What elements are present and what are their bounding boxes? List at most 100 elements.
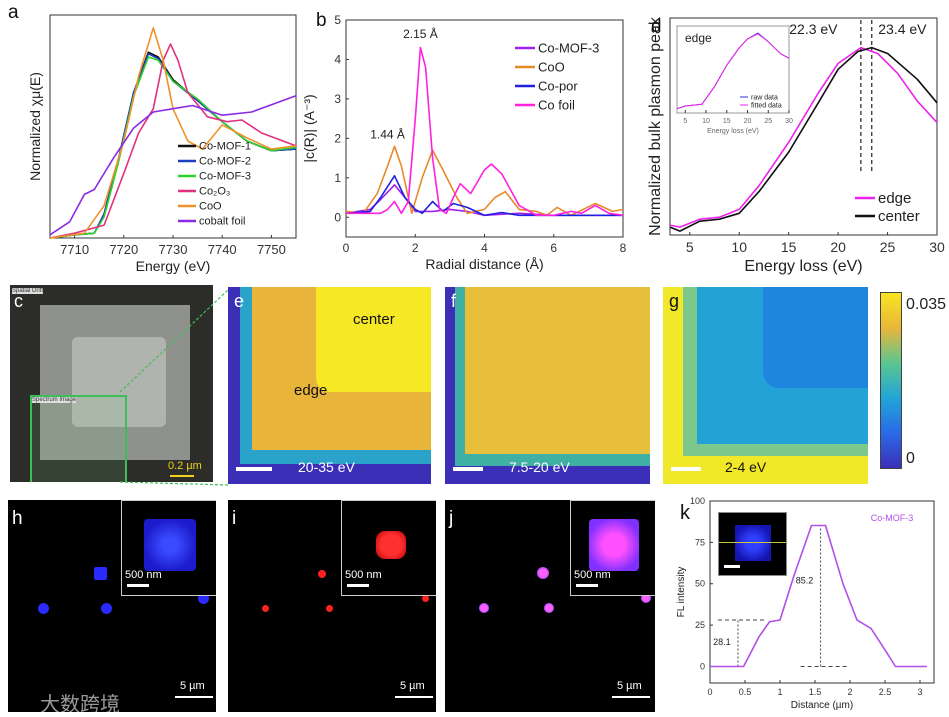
plot-frame-b [345, 19, 624, 238]
particle [326, 605, 333, 612]
x-tick-label: 25 [880, 239, 896, 255]
inset-scale-label: 500 nm [125, 569, 162, 581]
particle [262, 605, 269, 612]
panel-label-d: d [651, 16, 662, 37]
watermark: 大数跨境 [40, 694, 120, 716]
legend-entry: Co₂O₃ [199, 186, 230, 198]
scale-bar [170, 475, 194, 477]
inset-scale-label: 500 nm [574, 569, 611, 581]
scale-label: 0.2 µm [168, 460, 202, 472]
x-axis-label: Energy loss (eV) [707, 128, 759, 135]
colorbar-max: 0.035 [906, 296, 947, 313]
particle [544, 603, 554, 613]
series-line-coo [345, 145, 624, 217]
scale-bar [175, 696, 213, 698]
series-line-fitted-data [676, 33, 790, 110]
inset-image: 500 nm [121, 500, 216, 596]
panel-label-e: e [234, 291, 245, 311]
x-tick-label: 7740 [208, 242, 237, 257]
particle [479, 603, 489, 613]
series-line-co-mof-3 [49, 56, 297, 239]
particle [422, 595, 429, 602]
x-tick-label: 3 [917, 687, 922, 697]
x-tick-label: 15 [723, 118, 731, 125]
panel-label-c: c [14, 291, 23, 311]
plot-frame-d-inset [676, 25, 790, 114]
inset-image: 500 nm [341, 500, 436, 596]
scale-bar [395, 696, 433, 698]
particle [641, 593, 651, 603]
scale-bar [671, 467, 701, 471]
particle [38, 603, 49, 614]
fluorescence-red: i 500 nm 5 µm [228, 500, 436, 712]
energy-range: 7.5-20 eV [509, 459, 570, 475]
particle [94, 567, 107, 580]
series-line-co-o- [49, 43, 297, 239]
series-line-co-foil [346, 46, 624, 217]
legend-entry: Co-MOF-3 [871, 513, 914, 523]
x-tick-label: 7750 [257, 242, 286, 257]
series-line-co-por [345, 175, 623, 217]
map-7-5-20ev: f 7.5-20 eV [445, 287, 650, 484]
x-tick-label: 25 [764, 118, 772, 125]
legend-entry: raw data [751, 94, 778, 101]
spectrum-image-box [30, 395, 127, 482]
x-tick-label: 5 [683, 118, 687, 125]
annotation: 85.2 [796, 576, 814, 586]
panel-label-f: f [451, 291, 457, 311]
x-tick-label: 0.5 [739, 687, 752, 697]
x-tick-label: 8 [620, 241, 627, 255]
annotation: 23.4 eV [878, 21, 927, 37]
x-tick-label: 2 [412, 241, 419, 255]
y-tick-label: 2 [334, 131, 341, 145]
energy-range: 2-4 eV [725, 459, 767, 475]
series-line-coo [49, 27, 297, 239]
y-tick-label: 0 [334, 210, 341, 224]
inset-image: 500 nm [570, 500, 655, 596]
x-axis-label: Radial distance (Å) [425, 256, 543, 272]
plot-frame-a [49, 14, 297, 239]
y-tick-label: 100 [690, 496, 705, 506]
stem-image: Spatial Drift Spectrum Image c 0.2 µm [10, 285, 213, 482]
x-tick-label: 6 [550, 241, 557, 255]
annotation: 1.44 Å [370, 126, 405, 141]
legend-entry: Co foil [538, 97, 575, 112]
legend-entry: Co-MOF-3 [538, 40, 599, 55]
series-line-co-mof-3 [345, 184, 623, 217]
scale-bar [612, 696, 650, 698]
colorbar-min: 0 [906, 450, 915, 467]
legend-entry: Co-MOF-2 [199, 156, 251, 168]
legend-entry: Co-MOF-3 [199, 171, 251, 183]
particle [101, 603, 112, 614]
legend-entry: Co-MOF-1 [199, 141, 251, 153]
x-tick-label: 5 [686, 239, 694, 255]
x-tick-label: 1 [777, 687, 782, 697]
x-tick-label: 7720 [109, 242, 138, 257]
legend-entry: cobalt foil [199, 216, 245, 228]
panel-label-h: h [12, 508, 23, 529]
annotation: 28.1 [713, 637, 731, 647]
panel-label-g: g [669, 291, 680, 311]
particle [537, 567, 549, 579]
y-axis-label: Normalized bulk plasmon peak [647, 16, 664, 236]
x-axis-label: Distance (µm) [791, 700, 853, 711]
x-axis-label: Energy loss (eV) [744, 258, 862, 275]
series-line-edge [669, 46, 938, 228]
scale-label: 5 µm [617, 680, 642, 692]
annotation: 2.15 Å [403, 26, 438, 41]
fluorescence-merged: j 500 nm 5 µm [445, 500, 655, 712]
y-tick-label: 5 [334, 13, 341, 27]
k-inset-image [718, 512, 787, 576]
series-line-cobalt-foil [49, 95, 297, 236]
y-tick-label: 75 [695, 537, 705, 547]
annotation: 22.3 eV [789, 21, 838, 37]
y-axis-label: |c(R)| (A⁻³) [301, 94, 317, 162]
x-tick-label: 2.5 [879, 687, 892, 697]
x-tick-label: 20 [830, 239, 846, 255]
x-tick-label: 30 [785, 118, 793, 125]
y-axis-label: FL intensity [676, 567, 687, 618]
x-tick-label: 30 [929, 239, 945, 255]
x-tick-label: 7730 [159, 242, 188, 257]
spatial-drift-label: Spatial Drift [12, 288, 44, 294]
